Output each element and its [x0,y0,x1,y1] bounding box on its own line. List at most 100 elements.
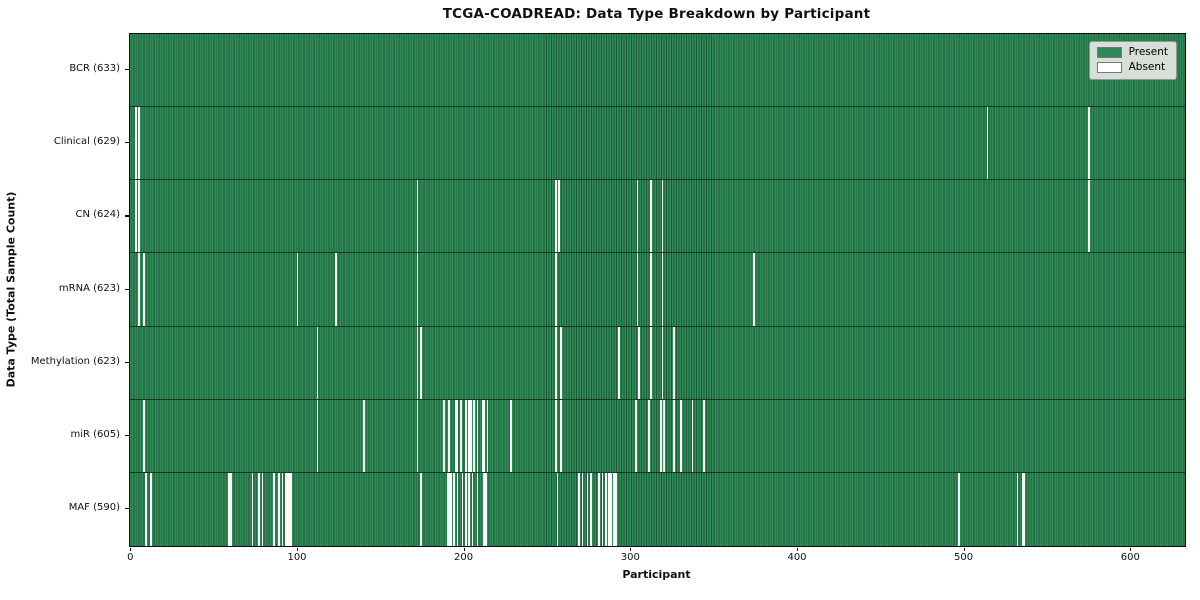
absent-stripe [1088,180,1090,253]
absent-stripe [673,399,675,472]
absent-stripe [261,472,264,546]
xtick-label-400: 400 [787,552,807,563]
plot-area: Present Absent [129,33,1186,547]
xtick-mark [963,547,965,552]
absent-stripe [143,253,145,326]
xtick-mark [630,547,632,552]
absent-stripe [554,180,557,253]
ytick-mark [125,288,129,290]
absent-stripe [753,253,755,326]
row-BCR [130,34,1185,108]
absent-stripe [473,399,475,472]
absent-stripe [143,399,145,472]
row-CN [130,180,1185,254]
absent-stripe [416,326,419,399]
absent-stripe [134,107,137,180]
absent-stripe [1088,107,1090,180]
absent-stripe [288,472,290,546]
absent-stripe [1021,472,1024,546]
absent-stripe [618,326,620,399]
absent-stripe [296,253,299,326]
absent-stripe [468,472,470,546]
present-swatch [1096,47,1122,58]
absent-stripe [251,472,254,546]
ytick-label-MAF: MAF (590) [68,501,120,513]
absent-stripe [578,472,580,546]
absent-stripe [609,472,612,546]
ytick-mark [125,142,129,144]
absent-stripe [556,472,559,546]
absent-stripe [448,399,450,472]
absent-stripe [481,399,484,472]
absent-stripe [419,472,422,546]
absent-stripe [416,180,419,253]
xtick-mark [463,547,465,552]
absent-stripe [456,472,459,546]
absent-stripe [416,253,419,326]
ytick-label-mRNA: mRNA (623) [58,282,120,294]
ytick-mark [125,69,129,71]
absent-stripe [663,399,665,472]
ytick-label-miR: miR (605) [70,428,120,440]
absent-stripe [456,399,459,472]
x-axis-label: Participant [622,568,691,581]
absent-stripe [284,472,287,546]
ytick-label-CN: CN (624) [75,209,120,221]
legend-item-absent: Absent [1096,61,1168,74]
absent-stripe [483,399,485,472]
xtick-mark [130,547,132,552]
ytick-mark [125,215,129,217]
absent-stripe [258,472,260,546]
xtick-label-200: 200 [454,552,474,563]
absent-stripe [601,472,604,546]
xtick-label-100: 100 [287,552,307,563]
absent-stripe [461,472,464,546]
absent-stripe [316,326,319,399]
absent-stripe [416,399,419,472]
absent-stripe [454,399,457,472]
absent-stripe [1016,472,1019,546]
absent-stripe [634,399,637,472]
absent-stripe [273,472,275,546]
row-Methylation [130,326,1185,400]
legend-label-absent: Absent [1128,61,1166,74]
ytick-mark [125,507,129,510]
absent-stripe [464,399,467,472]
legend-item-present: Present [1096,47,1168,58]
absent-stripe [554,253,557,326]
absent-stripe [363,399,365,472]
absent-stripe [661,326,664,399]
absent-stripe [636,253,639,326]
absent-stripe [559,326,562,399]
absent-stripe [419,326,422,399]
absent-stripe [289,472,292,546]
xtick-mark [1130,547,1132,552]
absent-stripe [469,399,472,472]
absent-stripe [554,326,557,399]
absent-stripe [986,107,989,180]
absent-stripe [638,326,640,399]
absent-stripe [446,472,449,546]
absent-stripe [558,180,560,253]
absent-stripe [483,472,485,546]
absent-stripe [649,326,652,399]
absent-stripe [138,107,140,180]
absent-stripe [613,472,615,546]
xtick-label-600: 600 [1120,552,1140,563]
absent-stripe [476,399,479,472]
xtick-label-300: 300 [620,552,640,563]
absent-stripe [471,472,474,546]
absent-stripe [673,326,675,399]
absent-stripe [636,180,639,253]
row-miR [130,399,1185,473]
absent-stripe [316,399,319,472]
absent-stripe [554,399,557,472]
chart-title: TCGA-COADREAD: Data Type Breakdown by Pa… [442,6,871,22]
absent-stripe [661,180,664,253]
xtick-label-500: 500 [954,552,974,563]
absent-stripe [649,180,652,253]
absent-stripe [138,180,140,253]
absent-stripe [484,472,487,546]
ytick-mark [125,361,129,363]
